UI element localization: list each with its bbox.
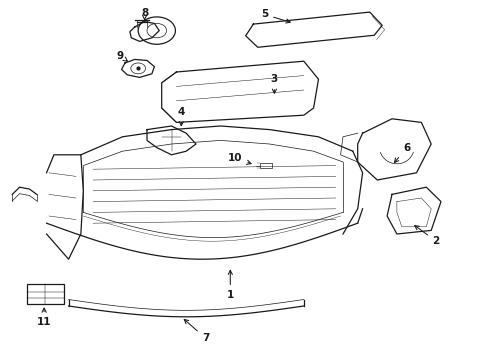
Text: 8: 8 xyxy=(141,8,148,21)
Text: 9: 9 xyxy=(117,51,127,61)
Text: 5: 5 xyxy=(261,9,290,23)
Text: 11: 11 xyxy=(37,308,51,327)
Bar xyxy=(260,163,272,168)
Text: 7: 7 xyxy=(184,319,210,343)
Text: 4: 4 xyxy=(177,107,185,126)
Text: 10: 10 xyxy=(228,153,251,164)
Text: 1: 1 xyxy=(227,270,234,300)
Text: 2: 2 xyxy=(415,225,440,246)
Bar xyxy=(27,284,64,304)
Text: 3: 3 xyxy=(271,74,278,93)
Text: 6: 6 xyxy=(394,143,410,163)
